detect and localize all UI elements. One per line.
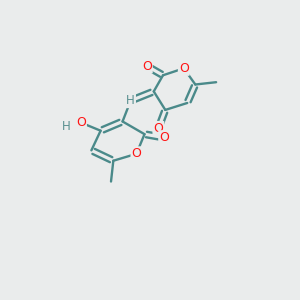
Text: O: O [159, 131, 169, 144]
Text: O: O [131, 147, 141, 160]
Text: O: O [76, 116, 86, 129]
Text: O: O [153, 122, 163, 135]
Text: H: H [61, 120, 70, 133]
Text: H: H [126, 94, 135, 107]
Text: O: O [179, 62, 189, 75]
Text: O: O [142, 59, 152, 73]
